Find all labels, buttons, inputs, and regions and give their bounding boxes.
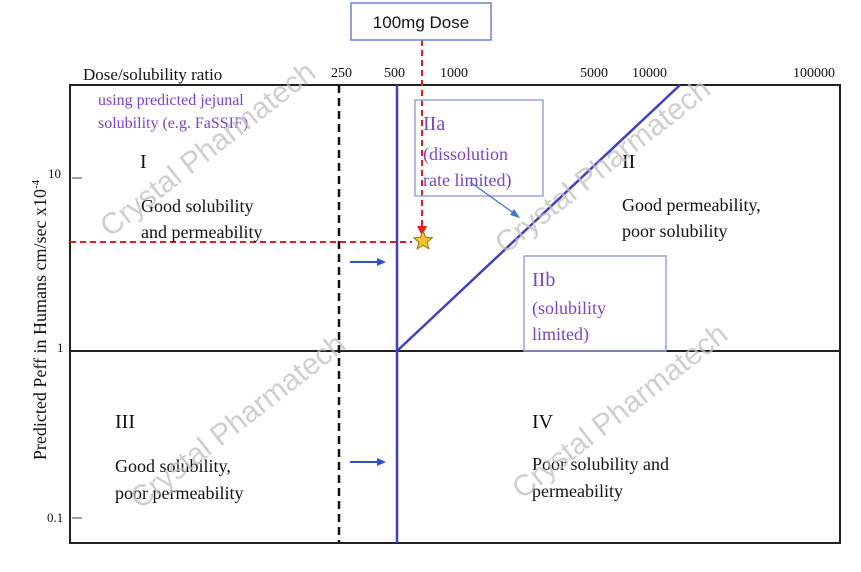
shift-arrow-upper bbox=[350, 258, 386, 266]
region-i-line1: Good solubility bbox=[141, 196, 254, 216]
jejunal-note-line1: using predicted jejunal bbox=[98, 92, 244, 109]
region-iii-numeral: III bbox=[115, 411, 135, 433]
left-tick-1: 1 bbox=[57, 340, 64, 355]
jejunal-note-line2: solubility (e.g. FaSSIF) bbox=[98, 115, 248, 132]
top-tick-10000: 10000 bbox=[632, 66, 667, 81]
region-iia-line2: rate limited) bbox=[423, 170, 511, 191]
dose-star-icon bbox=[412, 229, 434, 250]
region-iib-line1: (solubility bbox=[532, 298, 606, 319]
region-ii-numeral: II bbox=[622, 151, 635, 173]
top-tick-250: 250 bbox=[331, 66, 352, 81]
top-tick-100000: 100000 bbox=[793, 66, 835, 81]
dose-callout-label: 100mg Dose bbox=[373, 13, 469, 32]
region-ii-line2: poor solubility bbox=[622, 221, 728, 241]
region-i-numeral: I bbox=[140, 151, 147, 173]
dose-callout-box bbox=[350, 2, 492, 41]
iia-iib-boundary-line bbox=[396, 84, 681, 352]
region-iv-numeral: IV bbox=[532, 411, 554, 433]
plot-frame bbox=[69, 84, 841, 544]
region-iib-numeral: IIb bbox=[532, 269, 555, 291]
top-tick-1000: 1000 bbox=[440, 66, 468, 81]
region-iib-line2: limited) bbox=[532, 324, 589, 345]
region-iia-line1: (dissolution bbox=[423, 144, 508, 165]
shift-arrow-lower bbox=[350, 458, 386, 466]
top-axis-title: Dose/solubility ratio bbox=[83, 65, 222, 84]
region-i-line2: and permeability bbox=[141, 222, 262, 242]
iia-pointer-arrow bbox=[469, 181, 520, 218]
region-ii-line1: Good permeability, bbox=[622, 195, 761, 215]
region-iia-box bbox=[414, 99, 544, 197]
region-iii-line2: poor permeability bbox=[115, 483, 243, 503]
region-iib-box bbox=[523, 255, 667, 352]
region-iv-line2: permeability bbox=[532, 481, 623, 501]
dose-arrow-head bbox=[417, 226, 427, 236]
svg-text:Predicted Peff in Humans cm/s: Predicted Peff in Humans cm/sec x10-4 bbox=[30, 179, 50, 460]
left-axis-title: Predicted Peff in Humans cm/sec x10-4 bbox=[30, 179, 50, 460]
left-tick-0.1: 0.1 bbox=[47, 510, 63, 525]
top-tick-5000: 5000 bbox=[580, 66, 608, 81]
region-iia-numeral: IIa bbox=[423, 113, 445, 135]
top-tick-500: 500 bbox=[384, 66, 405, 81]
region-iii-line1: Good solubility, bbox=[115, 456, 231, 476]
left-tick-10: 10 bbox=[48, 166, 61, 181]
region-iv-line1: Poor solubility and bbox=[532, 454, 669, 474]
